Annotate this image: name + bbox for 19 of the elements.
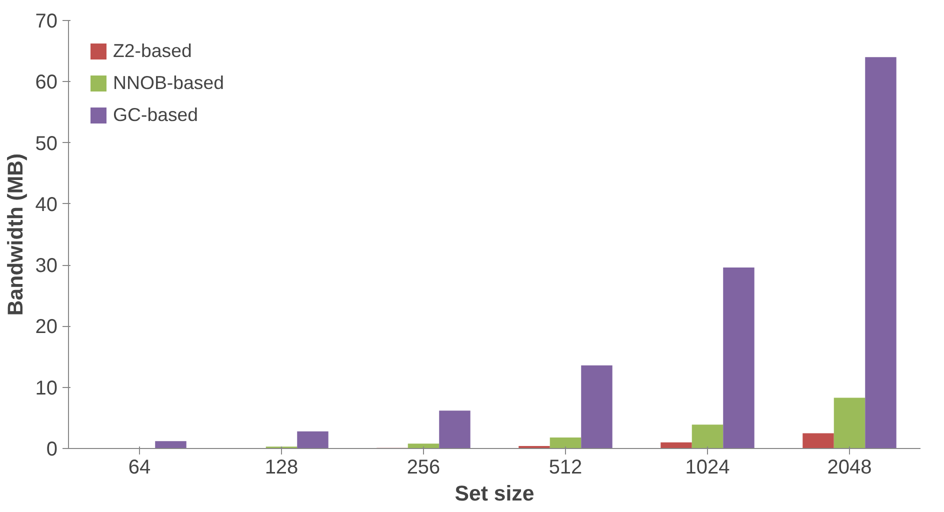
y-tick-label: 10 — [35, 377, 58, 400]
legend-label: NNOB-based — [113, 72, 224, 94]
x-tick-label: 128 — [264, 456, 298, 478]
y-tick-label: 0 — [46, 438, 58, 460]
x-tick-label: 512 — [548, 456, 582, 478]
y-axis-title: Bandwidth (MB) — [3, 153, 28, 316]
x-axis-title: Set size — [454, 482, 534, 506]
x-tick-label: 2048 — [827, 456, 872, 478]
y-tick-label: 60 — [35, 72, 58, 94]
x-tick-label: 1024 — [685, 456, 730, 478]
y-tick-label: 30 — [35, 255, 58, 278]
y-tick-label: 70 — [35, 10, 58, 32]
legend-label: Z2-based — [113, 40, 192, 62]
y-tick-label: 20 — [35, 316, 58, 338]
legend-label: GC-based — [113, 104, 198, 126]
x-tick-label: 256 — [406, 456, 440, 478]
x-tick-label: 64 — [128, 456, 151, 478]
y-tick-label: 50 — [35, 132, 58, 155]
y-tick-label: 40 — [35, 194, 58, 216]
